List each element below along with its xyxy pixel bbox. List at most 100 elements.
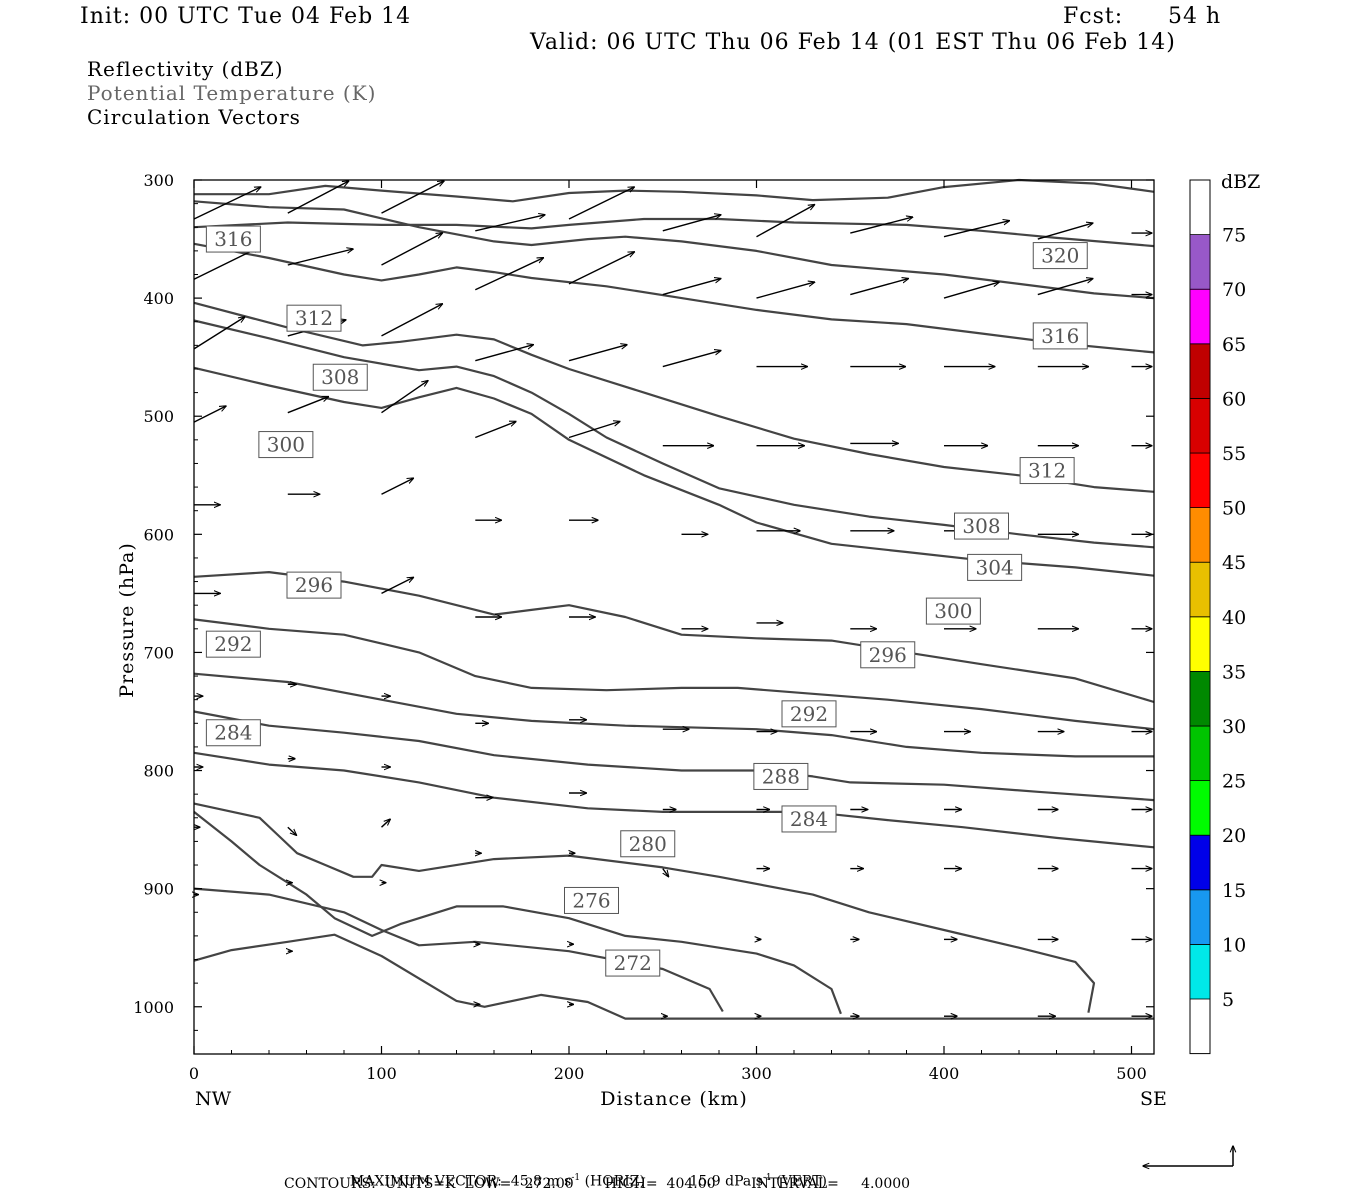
legend-circulation-vectors: Circulation Vectors bbox=[87, 105, 301, 129]
contour-label-292-14: 292 bbox=[781, 700, 837, 728]
contour-label-box bbox=[1032, 242, 1088, 270]
horiz-unit-exponent: -1 bbox=[571, 1173, 581, 1183]
y-tick-label-5: 800 bbox=[143, 762, 174, 781]
circulation-vector-36 bbox=[475, 422, 516, 439]
init-time: Init: 00 UTC Tue 04 Feb 14 bbox=[80, 4, 412, 29]
isentrope-316-12 bbox=[193, 242, 1155, 354]
contour-label-box bbox=[753, 762, 809, 790]
circulation-vector-89 bbox=[287, 826, 297, 835]
contour-label-text: 300 bbox=[934, 599, 972, 623]
legend-potential-temperature: Potential Temperature (K) bbox=[87, 81, 377, 105]
contour-label-308-2: 308 bbox=[312, 363, 368, 391]
circulation-vector-4 bbox=[568, 187, 634, 220]
contour-label-text: 280 bbox=[629, 832, 667, 856]
plot-frame bbox=[193, 179, 1155, 1055]
contours-info: CONTOURS: UNITS=K LOW= 272.00 HIGH= 404.… bbox=[284, 1176, 911, 1192]
horiz-value: 45.8 bbox=[510, 1173, 542, 1190]
forecast-label: Fcst: bbox=[1063, 4, 1124, 29]
circulation-vector-6 bbox=[756, 205, 815, 238]
contour-label-box bbox=[954, 512, 1009, 540]
colorbar-swatch-9 bbox=[1189, 452, 1211, 508]
contour-label-text: 304 bbox=[976, 555, 1014, 579]
circulation-vector-90 bbox=[381, 819, 391, 828]
contour-label-text: 320 bbox=[1041, 244, 1079, 268]
circulation-vector-1 bbox=[287, 181, 349, 214]
contour-label-304-11: 304 bbox=[967, 553, 1023, 581]
colorbar-tick-label-50: 50 bbox=[1222, 498, 1246, 520]
circulation-vector-13 bbox=[381, 233, 443, 266]
x-tick-label-5: 500 bbox=[1116, 1064, 1147, 1083]
circulation-vector-14 bbox=[475, 258, 543, 291]
circulation-vector-18 bbox=[850, 279, 908, 296]
circulation-vector-25 bbox=[475, 345, 533, 362]
isentrope-308-10 bbox=[193, 319, 1155, 549]
forecast-hours: 54 h bbox=[1168, 4, 1222, 29]
contour-label-box bbox=[1019, 457, 1075, 485]
isentrope-292-6 bbox=[193, 672, 1154, 758]
contour-label-316-0: 316 bbox=[205, 225, 261, 253]
contour-label-text: 308 bbox=[321, 365, 359, 389]
vert-tag: (VERT) bbox=[776, 1173, 827, 1190]
contour-label-text: 296 bbox=[295, 573, 333, 597]
y-tick-label-2: 500 bbox=[143, 407, 174, 426]
colorbar-tick-label-15: 15 bbox=[1222, 880, 1246, 902]
x-tick-label-2: 200 bbox=[554, 1064, 585, 1083]
contour-label-box bbox=[860, 641, 916, 669]
valid-time: Valid: 06 UTC Thu 06 Feb 14 (01 EST Thu … bbox=[530, 30, 1176, 55]
isentrope-300-8 bbox=[193, 571, 1155, 704]
circulation-vector-12 bbox=[287, 249, 353, 266]
isentrope-layer bbox=[193, 178, 1155, 1020]
vert-unit-exponent: -1 bbox=[762, 1173, 772, 1183]
colorbar-title: dBZ bbox=[1221, 171, 1260, 193]
colorbar-swatch-13 bbox=[1189, 234, 1211, 290]
contour-label-text: 284 bbox=[790, 807, 828, 831]
isentrope-324-14 bbox=[193, 217, 1155, 248]
colorbar-tick-label-40: 40 bbox=[1222, 607, 1246, 629]
contour-label-296-13: 296 bbox=[860, 641, 916, 669]
circulation-vector-9 bbox=[1037, 223, 1093, 240]
contour-label-text: 292 bbox=[214, 632, 252, 656]
contour-label-292-5: 292 bbox=[205, 630, 261, 658]
y-tick-label-1: 400 bbox=[143, 289, 174, 308]
contour-label-text: 308 bbox=[962, 514, 1000, 538]
x-end-label-left: NW bbox=[195, 1088, 232, 1110]
circulation-vector-16 bbox=[662, 279, 721, 296]
circulation-vector-26 bbox=[568, 345, 627, 362]
circulation-vector-15 bbox=[568, 252, 634, 285]
colorbar-swatch-7 bbox=[1189, 561, 1211, 618]
contour-label-box bbox=[205, 719, 261, 747]
isentrope-272-1 bbox=[193, 887, 724, 1013]
circulation-vector-57 bbox=[381, 577, 414, 595]
colorbar-tick-label-25: 25 bbox=[1222, 771, 1246, 793]
circulation-vector-17 bbox=[756, 282, 815, 299]
x-end-label-right: SE bbox=[1140, 1088, 1167, 1110]
vert-value: 15.9 bbox=[689, 1173, 721, 1190]
contour-label-280-17: 280 bbox=[620, 830, 676, 858]
legend-reflectivity: Reflectivity (dBZ) bbox=[87, 57, 284, 81]
colorbar-swatch-5 bbox=[1189, 671, 1211, 727]
contour-label-box bbox=[781, 700, 837, 728]
circulation-vector-3 bbox=[475, 215, 545, 232]
x-axis-title: Distance (km) bbox=[600, 1088, 748, 1110]
colorbar-swatch-10 bbox=[1189, 397, 1211, 454]
colorbar-tick-label-75: 75 bbox=[1222, 225, 1246, 247]
contour-label-box bbox=[967, 553, 1023, 581]
circulation-vector-27 bbox=[662, 351, 721, 368]
circulation-vector-2 bbox=[381, 181, 444, 214]
colorbar-tick-label-10: 10 bbox=[1222, 934, 1246, 956]
colorbar-swatch-11 bbox=[1189, 343, 1211, 399]
contour-label-text: 288 bbox=[762, 764, 800, 788]
circulation-vector-33 bbox=[193, 406, 226, 423]
contour-label-box bbox=[1032, 322, 1088, 350]
isentrope-312-11 bbox=[193, 301, 1155, 493]
y-tick-label-0: 300 bbox=[143, 171, 174, 190]
contour-label-text: 312 bbox=[295, 306, 333, 330]
contour-label-text: 300 bbox=[267, 433, 305, 457]
contour-label-text: 312 bbox=[1028, 459, 1066, 483]
circulation-vector-22 bbox=[193, 317, 245, 350]
horiz-unit: m s bbox=[546, 1173, 572, 1190]
x-tick-label-1: 100 bbox=[366, 1064, 397, 1083]
max-vector-label: MAXIMUM VECTOR: bbox=[349, 1173, 502, 1190]
y-tick-label-7: 1000 bbox=[133, 998, 174, 1017]
